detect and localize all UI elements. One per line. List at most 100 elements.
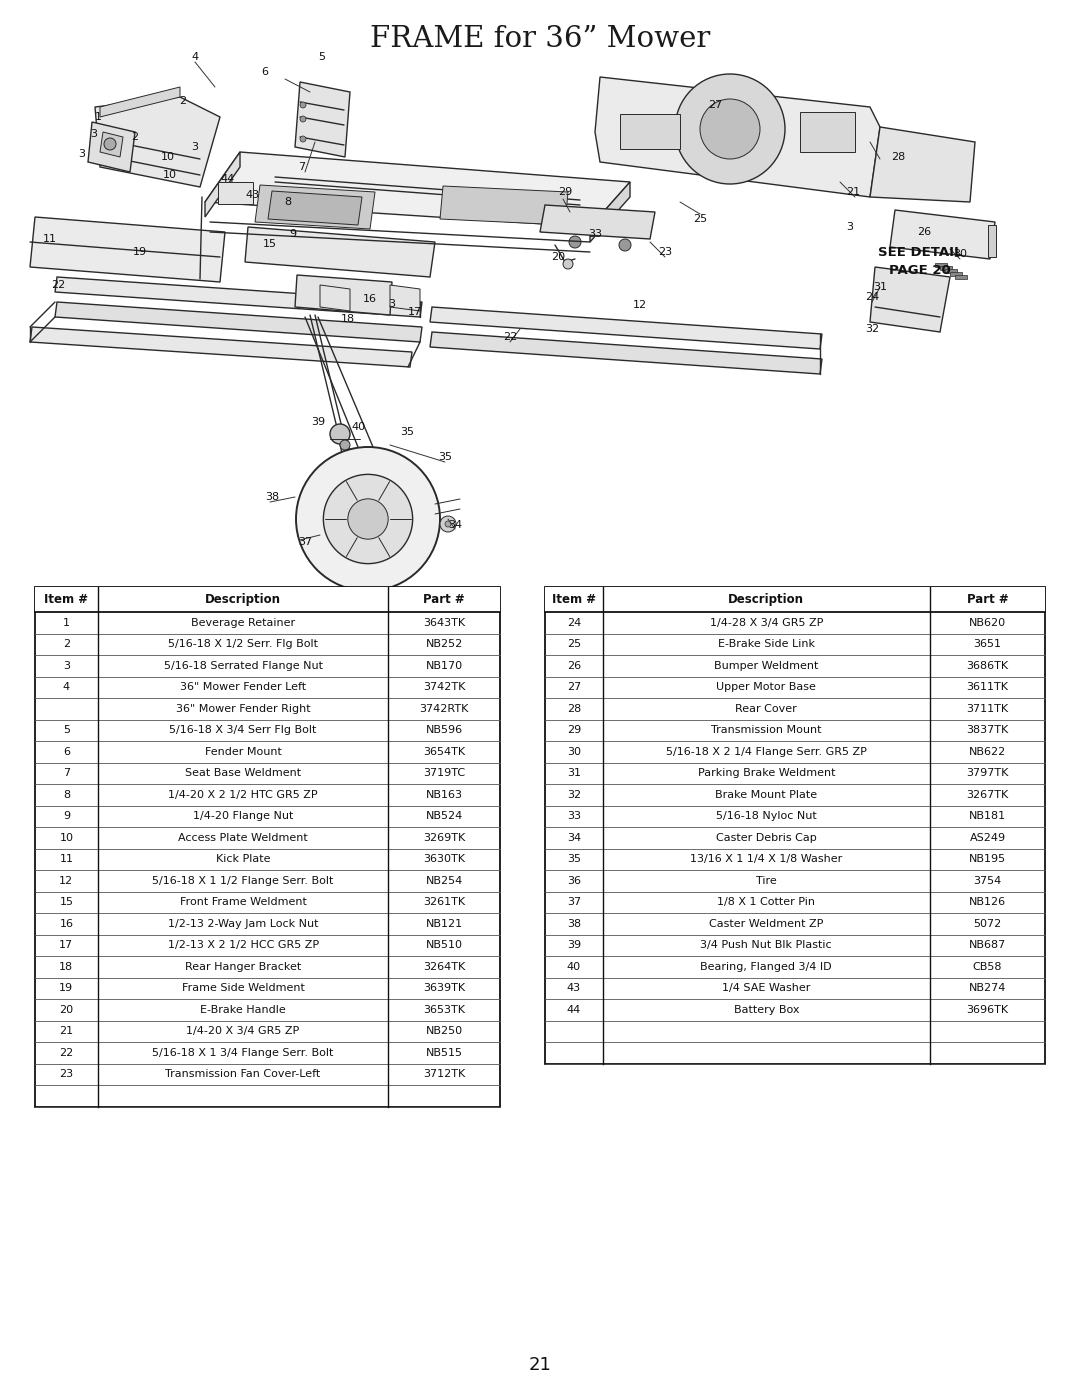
Text: 32: 32 bbox=[865, 324, 879, 334]
Bar bbox=[545, 587, 1045, 612]
Polygon shape bbox=[205, 152, 630, 226]
Text: 30: 30 bbox=[953, 249, 967, 258]
Text: 5: 5 bbox=[319, 52, 325, 61]
Circle shape bbox=[300, 102, 306, 108]
Text: NB524: NB524 bbox=[426, 812, 463, 821]
Text: 40: 40 bbox=[567, 961, 581, 972]
Text: 29: 29 bbox=[567, 725, 581, 735]
Text: SEE DETAIL
PAGE 20: SEE DETAIL PAGE 20 bbox=[878, 246, 962, 278]
Text: 38: 38 bbox=[265, 492, 279, 502]
Text: 22: 22 bbox=[59, 1048, 73, 1058]
Circle shape bbox=[300, 136, 306, 142]
Text: 5/16-18 X 3/4 Serr Flg Bolt: 5/16-18 X 3/4 Serr Flg Bolt bbox=[170, 725, 316, 735]
Text: Battery Box: Battery Box bbox=[733, 1004, 799, 1014]
Text: 26: 26 bbox=[917, 226, 931, 237]
Polygon shape bbox=[870, 127, 975, 203]
Bar bbox=[988, 225, 996, 257]
Polygon shape bbox=[55, 302, 422, 342]
Circle shape bbox=[296, 447, 440, 591]
Bar bbox=[35, 587, 500, 1106]
Text: Transmission Fan Cover-Left: Transmission Fan Cover-Left bbox=[165, 1069, 321, 1080]
Text: 1/4-20 X 3/4 GR5 ZP: 1/4-20 X 3/4 GR5 ZP bbox=[187, 1027, 300, 1037]
Text: 3643TK: 3643TK bbox=[423, 617, 465, 627]
Text: 6: 6 bbox=[261, 67, 269, 77]
Polygon shape bbox=[55, 277, 422, 317]
Circle shape bbox=[348, 499, 388, 539]
Text: 15: 15 bbox=[264, 239, 276, 249]
Circle shape bbox=[569, 236, 581, 249]
Text: 43: 43 bbox=[567, 983, 581, 993]
Text: 3742TK: 3742TK bbox=[423, 682, 465, 693]
Text: 4: 4 bbox=[63, 682, 70, 693]
Text: 16: 16 bbox=[363, 293, 377, 305]
Text: Item #: Item # bbox=[44, 592, 89, 606]
Bar bbox=[218, 182, 253, 204]
Text: 3264TK: 3264TK bbox=[423, 961, 465, 972]
Text: 8: 8 bbox=[63, 789, 70, 799]
Text: 43: 43 bbox=[246, 190, 260, 200]
Text: 1/4-20 Flange Nut: 1/4-20 Flange Nut bbox=[193, 812, 294, 821]
Text: 40: 40 bbox=[351, 422, 365, 432]
Text: 5/16-18 Nyloc Nut: 5/16-18 Nyloc Nut bbox=[716, 812, 816, 821]
Text: 18: 18 bbox=[59, 961, 73, 972]
Circle shape bbox=[619, 239, 631, 251]
Text: 1/4-28 X 3/4 GR5 ZP: 1/4-28 X 3/4 GR5 ZP bbox=[710, 617, 823, 627]
Polygon shape bbox=[390, 285, 420, 312]
Text: 37: 37 bbox=[567, 897, 581, 907]
Text: 3696TK: 3696TK bbox=[967, 1004, 1009, 1014]
Text: E-Brake Side Link: E-Brake Side Link bbox=[718, 640, 814, 650]
Text: Rear Hanger Bracket: Rear Hanger Bracket bbox=[185, 961, 301, 972]
Text: 38: 38 bbox=[567, 919, 581, 929]
Circle shape bbox=[340, 440, 350, 450]
Text: NB181: NB181 bbox=[969, 812, 1007, 821]
Text: 27: 27 bbox=[707, 101, 723, 110]
Text: Frame Side Weldment: Frame Side Weldment bbox=[181, 983, 305, 993]
Bar bbox=[945, 270, 957, 272]
Polygon shape bbox=[430, 332, 822, 374]
Text: 17: 17 bbox=[408, 307, 422, 317]
Polygon shape bbox=[255, 184, 375, 229]
Text: 5/16-18 X 2 1/4 Flange Serr. GR5 ZP: 5/16-18 X 2 1/4 Flange Serr. GR5 ZP bbox=[665, 747, 866, 757]
Text: 18: 18 bbox=[341, 314, 355, 324]
Text: 21: 21 bbox=[528, 1356, 552, 1375]
Text: 3837TK: 3837TK bbox=[967, 725, 1009, 735]
Polygon shape bbox=[205, 152, 240, 217]
Text: 22: 22 bbox=[503, 332, 517, 342]
Text: Fender Mount: Fender Mount bbox=[204, 747, 282, 757]
Text: Upper Motor Base: Upper Motor Base bbox=[716, 682, 816, 693]
Text: 1/2-13 2-Way Jam Lock Nut: 1/2-13 2-Way Jam Lock Nut bbox=[167, 919, 319, 929]
Text: NB596: NB596 bbox=[426, 725, 462, 735]
Text: 2: 2 bbox=[63, 640, 70, 650]
Circle shape bbox=[700, 99, 760, 159]
Text: 1: 1 bbox=[95, 112, 102, 122]
Text: 1/4-20 X 2 1/2 HTC GR5 ZP: 1/4-20 X 2 1/2 HTC GR5 ZP bbox=[168, 789, 318, 799]
Text: 3719TC: 3719TC bbox=[423, 768, 465, 778]
Polygon shape bbox=[890, 210, 995, 258]
Text: 3742RTK: 3742RTK bbox=[419, 704, 469, 714]
Text: 3639TK: 3639TK bbox=[423, 983, 465, 993]
Text: Description: Description bbox=[728, 592, 805, 606]
Text: 39: 39 bbox=[311, 416, 325, 427]
Text: 11: 11 bbox=[59, 854, 73, 865]
Text: 35: 35 bbox=[400, 427, 414, 437]
Text: 1/4 SAE Washer: 1/4 SAE Washer bbox=[723, 983, 810, 993]
Text: 12: 12 bbox=[59, 876, 73, 886]
Text: 13/16 X 1 1/4 X 1/8 Washer: 13/16 X 1 1/4 X 1/8 Washer bbox=[690, 854, 842, 865]
Circle shape bbox=[675, 74, 785, 184]
Text: 3: 3 bbox=[847, 222, 853, 232]
Text: 31: 31 bbox=[567, 768, 581, 778]
Text: Tire: Tire bbox=[756, 876, 777, 886]
Text: Description: Description bbox=[205, 592, 281, 606]
Text: 3611TK: 3611TK bbox=[967, 682, 1009, 693]
Text: 3: 3 bbox=[79, 149, 85, 159]
Text: 44: 44 bbox=[567, 1004, 581, 1014]
Polygon shape bbox=[268, 191, 362, 225]
Text: NB126: NB126 bbox=[969, 897, 1007, 907]
Text: Bearing, Flanged 3/4 ID: Bearing, Flanged 3/4 ID bbox=[701, 961, 832, 972]
Text: Kick Plate: Kick Plate bbox=[216, 854, 270, 865]
Text: 3: 3 bbox=[191, 142, 199, 152]
Circle shape bbox=[445, 521, 451, 527]
Text: Caster Debris Cap: Caster Debris Cap bbox=[716, 833, 816, 842]
Circle shape bbox=[440, 515, 456, 532]
Text: 5/16-18 X 1 1/2 Flange Serr. Bolt: 5/16-18 X 1 1/2 Flange Serr. Bolt bbox=[152, 876, 334, 886]
